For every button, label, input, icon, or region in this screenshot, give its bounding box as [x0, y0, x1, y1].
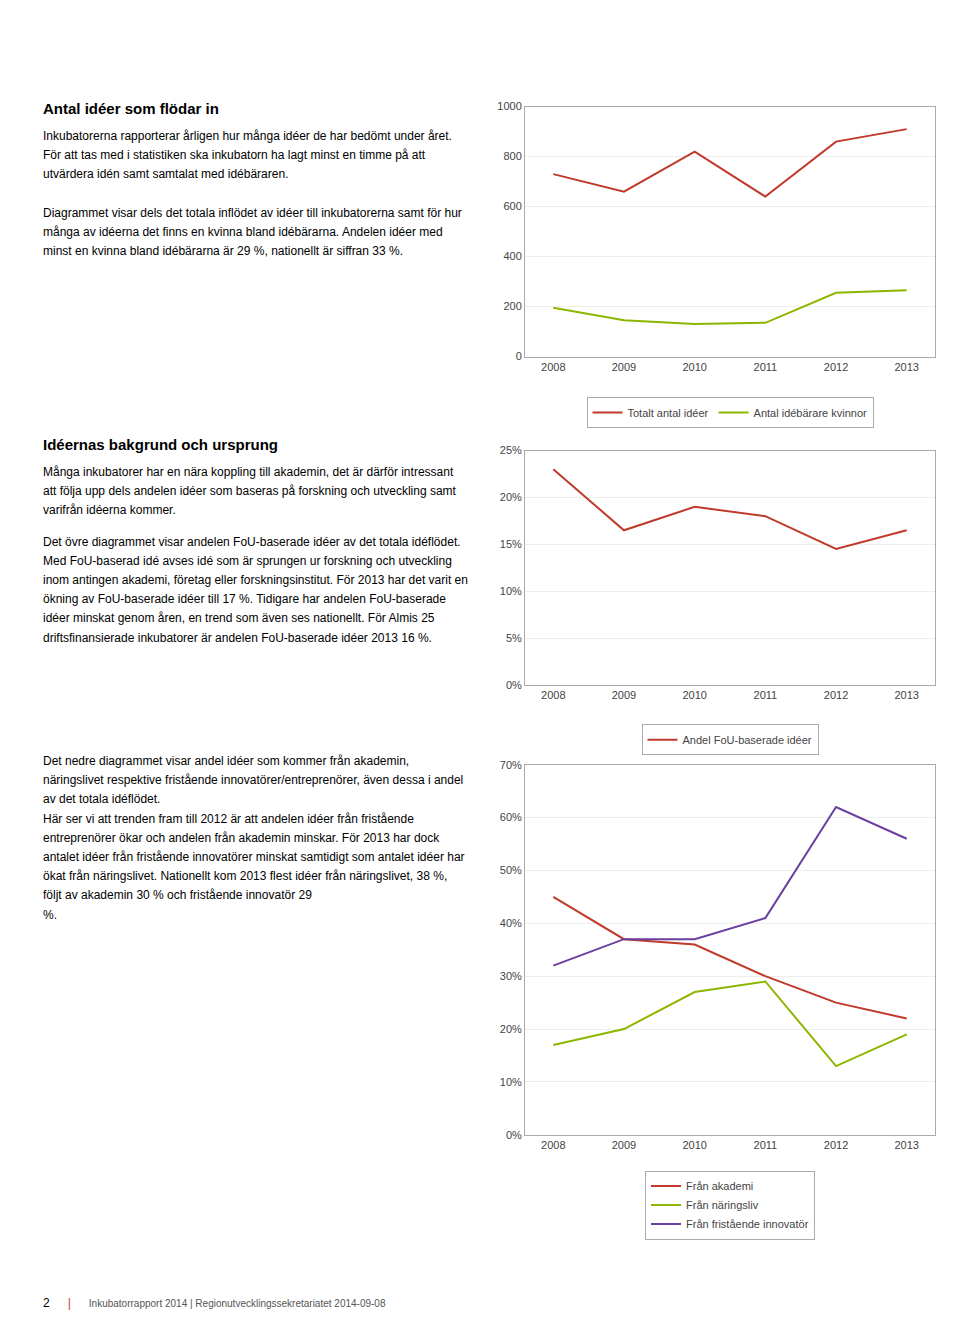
svg-text:Andel FoU-baserade idéer: Andel FoU-baserade idéer	[683, 734, 812, 746]
svg-text:2009: 2009	[612, 361, 636, 373]
svg-text:2008: 2008	[541, 1139, 565, 1151]
svg-text:2010: 2010	[682, 361, 706, 373]
svg-text:200: 200	[503, 300, 521, 312]
html-text:Inkubatorerna rapporterar årli: Inkubatorerna rapporterar årligen hur må…	[43, 129, 462, 259]
svg-text:400: 400	[503, 250, 521, 262]
html-text:Det nedre diagrammet visar and: Det nedre diagrammet visar andel idéer s…	[43, 754, 465, 922]
svg-text:2009: 2009	[612, 689, 636, 701]
svg-text:0%: 0%	[506, 679, 522, 691]
html-text:Inkubatorrapport 2014 | Region: Inkubatorrapport 2014 | Regionutveckling…	[88, 1297, 386, 1309]
svg-text:10%: 10%	[500, 585, 522, 597]
html-text:Antal idéer som flödar in: Antal idéer som flödar in	[43, 100, 219, 117]
svg-text:60%: 60%	[500, 811, 522, 823]
svg-text:800: 800	[503, 150, 521, 162]
svg-text:2012: 2012	[824, 689, 848, 701]
svg-text:Antal idébärare kvinnor: Antal idébärare kvinnor	[754, 407, 867, 419]
svg-text:2013: 2013	[894, 361, 918, 373]
html-text:Många inkubatorer har en nära: Många inkubatorer har en nära koppling t…	[43, 465, 456, 518]
svg-text:2012: 2012	[824, 1139, 848, 1151]
svg-text:40%: 40%	[500, 917, 522, 929]
svg-text:2009: 2009	[612, 1139, 636, 1151]
svg-text:5%: 5%	[506, 632, 522, 644]
svg-text:Från akademi: Från akademi	[686, 1180, 753, 1192]
svg-text:1000: 1000	[497, 100, 521, 112]
svg-text:2011: 2011	[754, 361, 778, 373]
svg-text:600: 600	[503, 200, 521, 212]
svg-text:2008: 2008	[541, 689, 565, 701]
svg-text:2013: 2013	[894, 1139, 918, 1151]
svg-text:2010: 2010	[682, 689, 706, 701]
svg-text:25%: 25%	[500, 444, 522, 456]
svg-text:Totalt antal idéer: Totalt antal idéer	[628, 407, 709, 419]
svg-text:15%: 15%	[500, 538, 522, 550]
svg-text:0%: 0%	[506, 1129, 522, 1141]
svg-text:2011: 2011	[754, 1139, 778, 1151]
svg-text:50%: 50%	[500, 864, 522, 876]
svg-text:10%: 10%	[500, 1076, 522, 1088]
html-text:2: 2	[43, 1296, 50, 1310]
svg-text:2012: 2012	[824, 361, 848, 373]
html-text:Det övre diagrammet visar ande: Det övre diagrammet visar andelen FoU-ba…	[43, 534, 468, 645]
html-text:Idéernas bakgrund och ursprung: Idéernas bakgrund och ursprung	[43, 436, 278, 453]
svg-text:2010: 2010	[682, 1139, 706, 1151]
svg-text:2013: 2013	[894, 689, 918, 701]
svg-text:70%: 70%	[500, 759, 522, 771]
svg-text:2011: 2011	[754, 689, 778, 701]
svg-text:0: 0	[516, 350, 522, 362]
svg-text:30%: 30%	[500, 970, 522, 982]
svg-text:20%: 20%	[500, 1023, 522, 1035]
svg-text:2008: 2008	[541, 361, 565, 373]
svg-text:Från fristående innovatör: Från fristående innovatör	[686, 1218, 809, 1230]
svg-text:20%: 20%	[500, 491, 522, 503]
svg-text:Från näringsliv: Från näringsliv	[686, 1199, 759, 1211]
